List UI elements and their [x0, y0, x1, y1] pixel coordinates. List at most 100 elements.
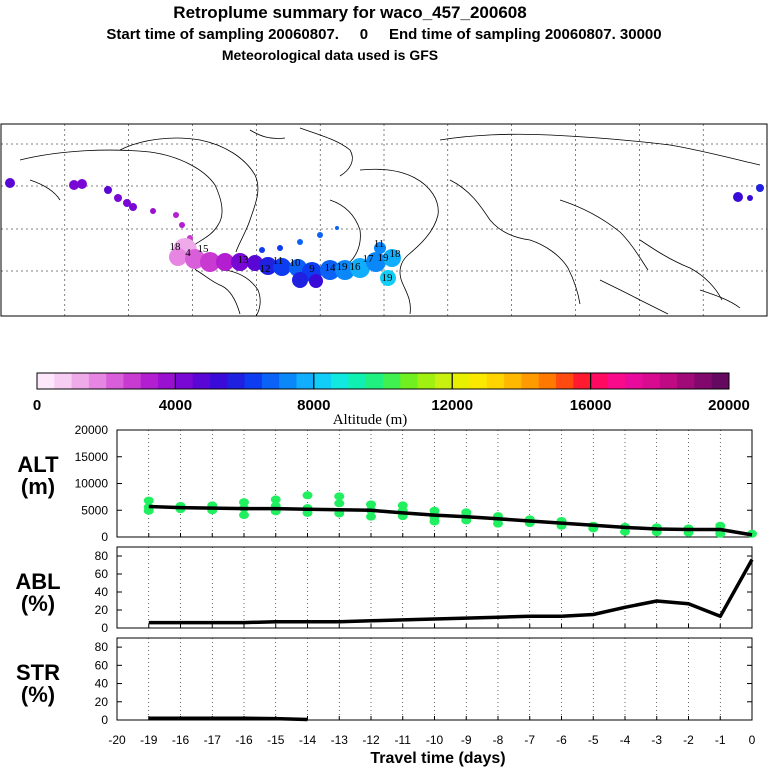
plume-label: 19 [337, 261, 349, 273]
y-tick-label: 0 [101, 530, 108, 544]
data-point [270, 495, 281, 504]
x-tick-label: -11 [395, 733, 412, 747]
plume-point [733, 192, 743, 202]
plume-point [104, 186, 112, 194]
plume-point [297, 239, 303, 245]
colorbar-tick-label: 8000 [297, 397, 330, 414]
y-tick-label: 20000 [75, 423, 109, 437]
plume-label: 18 [170, 241, 182, 253]
plume-point [114, 194, 122, 202]
colorbar-tick-label: 0 [33, 397, 41, 414]
plume-point [231, 253, 249, 271]
y-tick-label: 80 [95, 549, 109, 563]
colorbar-swatch [417, 373, 436, 389]
y-axis-unit: (%) [21, 591, 55, 616]
plume-point [259, 257, 277, 275]
plume-point [366, 252, 386, 272]
plume-label: 11 [374, 238, 385, 250]
colorbar-swatch [521, 373, 540, 389]
data-point [366, 512, 376, 521]
plume-point [200, 252, 220, 272]
colorbar-swatch [469, 373, 488, 389]
x-tick-label: -14 [299, 733, 317, 747]
colorbar-swatch [71, 373, 90, 389]
data-point [429, 517, 440, 526]
colorbar-swatch [37, 373, 55, 389]
x-tick-label: -19 [140, 733, 158, 747]
plume-point [747, 195, 753, 201]
plume-point [320, 260, 340, 280]
colorbar-tick-label: 20000 [708, 397, 750, 414]
colorbar-swatch [607, 373, 626, 389]
x-tick-label: -15 [267, 733, 285, 747]
plume-label: 19 [382, 272, 394, 284]
plume-label: 11 [273, 255, 284, 267]
colorbar-swatch [331, 373, 349, 389]
colorbar-swatch [140, 373, 159, 389]
y-axis-unit: (%) [21, 682, 55, 707]
x-tick-label: -4 [620, 733, 631, 747]
colorbar-swatch [504, 373, 522, 389]
plume-point [292, 272, 308, 288]
colorbar-swatch [313, 373, 332, 389]
colorbar-swatch [538, 373, 557, 389]
x-tick-label: -16 [172, 733, 190, 747]
y-axis-label: STR [16, 660, 60, 685]
y-tick-label: 80 [95, 640, 109, 654]
plume-point [335, 226, 339, 230]
plume-point [374, 242, 386, 254]
plume-label: 9 [309, 263, 315, 275]
data-point [143, 506, 154, 515]
plume-point [169, 248, 187, 266]
x-tick-label: -9 [461, 733, 472, 747]
colorbar-swatch [434, 373, 453, 389]
plume-point [129, 203, 137, 211]
plume-label: 18 [390, 248, 402, 260]
colorbar-tick-label: 4000 [159, 397, 192, 414]
y-tick-label: 15000 [75, 450, 109, 464]
plume-label: 13 [238, 254, 250, 266]
data-point [493, 519, 503, 528]
x-tick-label: -20 [108, 733, 126, 747]
colorbar-swatch [227, 373, 246, 389]
plume-label: 16 [350, 261, 362, 273]
data-point [366, 500, 376, 509]
colorbar-swatch [659, 373, 678, 389]
data-point [334, 492, 345, 501]
x-tick-label: -2 [683, 733, 694, 747]
colorbar-swatch [261, 373, 280, 389]
series-line [148, 504, 753, 537]
met-data-note: Meteorological data used is GFS [221, 47, 439, 63]
colorbar-swatch [88, 373, 107, 389]
plume-point [383, 249, 401, 267]
x-tick-label: -3 [651, 733, 662, 747]
plume-point [185, 249, 205, 269]
colorbar-swatch [677, 373, 695, 389]
data-point [143, 496, 154, 505]
y-tick-label: 10000 [75, 477, 109, 491]
plume-point [756, 184, 764, 192]
colorbar-swatch [210, 373, 228, 389]
plume-point [273, 258, 291, 276]
colorbar-tick-label: 12000 [431, 397, 473, 414]
chart-title: Retroplume summary for waco_457_200608 [173, 3, 527, 22]
plume-label: 15 [198, 243, 210, 255]
colorbar-swatch [175, 373, 194, 389]
y-tick-label: 5000 [81, 503, 108, 517]
plume-point [309, 274, 323, 288]
y-tick-label: 20 [95, 695, 109, 709]
x-tick-label: -10 [426, 733, 444, 747]
x-tick-label: -6 [556, 733, 567, 747]
data-point [239, 511, 249, 520]
colorbar-swatch [694, 373, 713, 389]
colorbar-tick-label: 16000 [570, 397, 612, 414]
plume-point [123, 199, 131, 207]
y-tick-label: 0 [101, 621, 108, 635]
x-tick-label: 0 [749, 733, 756, 747]
plume-label: 4 [185, 247, 191, 259]
plume-point [173, 212, 179, 218]
colorbar-swatch [642, 373, 661, 389]
colorbar-swatch [452, 373, 470, 389]
